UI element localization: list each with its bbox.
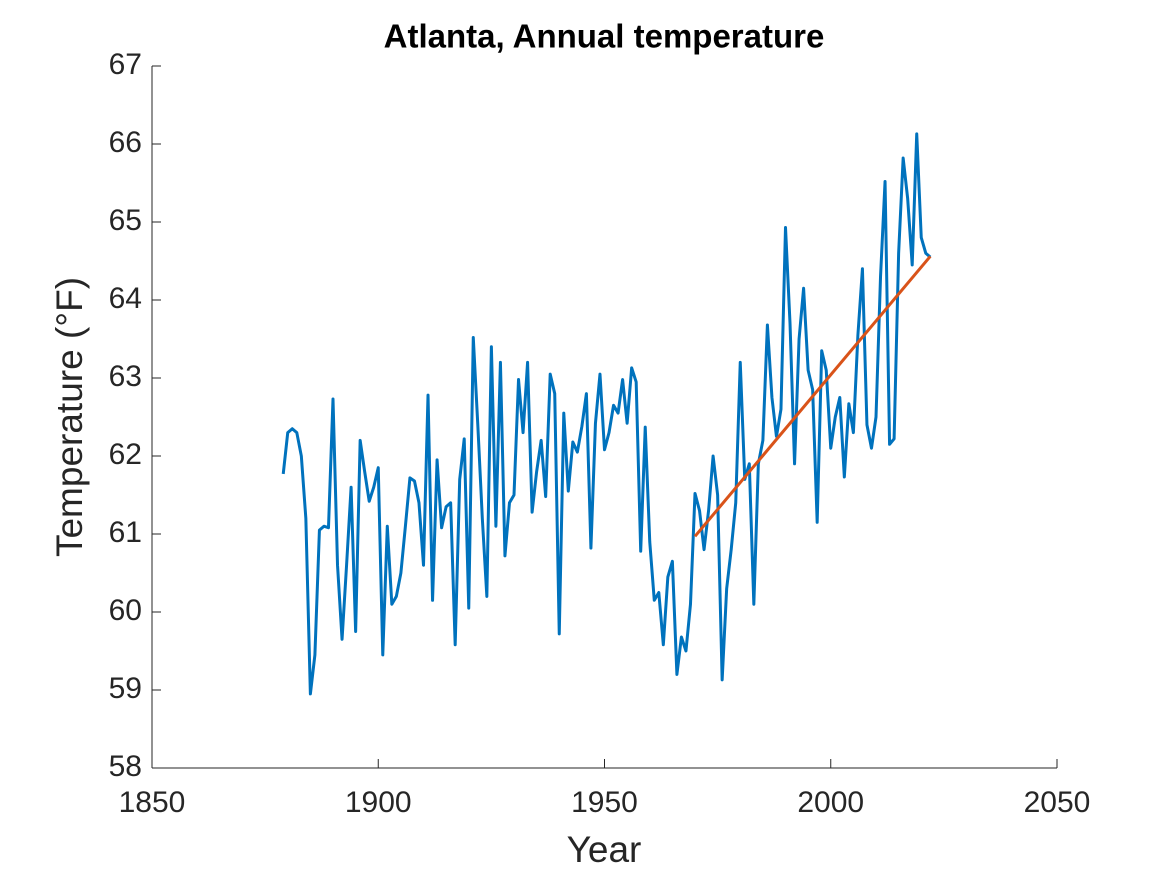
x-tick-label: 1900 [345, 786, 412, 819]
y-tick-label: 62 [109, 438, 142, 471]
y-tick-label: 63 [109, 360, 142, 393]
y-tick-label: 66 [109, 126, 142, 159]
y-tick-label: 65 [109, 204, 142, 237]
x-axis-label: Year [567, 829, 642, 870]
chart-title: Atlanta, Annual temperature [384, 18, 825, 55]
y-tick-label: 60 [109, 594, 142, 627]
series-line [693, 255, 932, 538]
y-tick-label: 64 [109, 282, 142, 315]
y-tick-label: 59 [109, 672, 142, 705]
y-axis-label: Temperature (°F) [49, 277, 90, 557]
x-tick-label: 2050 [1024, 786, 1091, 819]
x-tick-label: 1950 [571, 786, 638, 819]
y-tick-label: 58 [109, 750, 142, 783]
x-tick-label: 2000 [797, 786, 864, 819]
y-tick-label: 67 [109, 48, 142, 81]
y-tick-label: 61 [109, 516, 142, 549]
series-line [281, 132, 932, 696]
x-tick-label: 1850 [119, 786, 186, 819]
